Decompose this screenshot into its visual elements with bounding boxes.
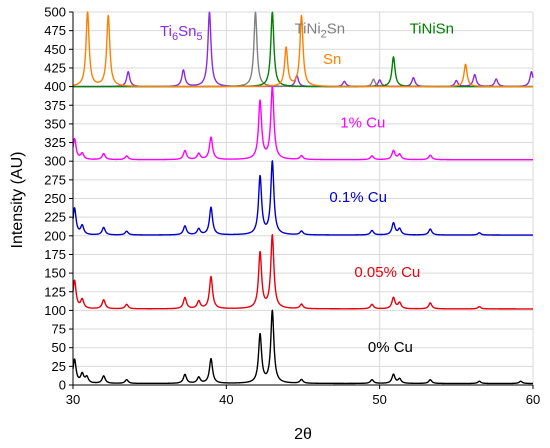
axes	[69, 11, 534, 389]
y-tick-label: 225	[44, 210, 66, 225]
y-tick-label: 125	[44, 284, 66, 299]
x-axis-title: 2θ	[294, 426, 312, 443]
x-tick-label: 50	[372, 392, 386, 407]
tick-labels: 0 25 50 75 100 125 150 175 200 225 250 275 300 325 350…	[44, 5, 540, 408]
annotation-1-cu: 1% Cu	[340, 115, 385, 132]
y-tick-label: 475	[44, 23, 66, 38]
series-line-0-05-cu	[72, 234, 534, 310]
series-line-sn	[72, 11, 534, 88]
annotation-0-cu: 0% Cu	[368, 339, 413, 356]
x-tick-label: 30	[66, 392, 80, 407]
y-tick-label: 450	[44, 42, 66, 57]
annotation-tini2sn: TiNi2Sn	[295, 21, 346, 41]
y-tick-label: 325	[44, 135, 66, 150]
y-tick-label: 400	[44, 79, 66, 94]
y-tick-label: 175	[44, 247, 66, 262]
y-tick-label: 200	[44, 228, 66, 243]
y-tick-label: 25	[52, 359, 66, 374]
y-axis-title: Intensity (AU)	[9, 152, 26, 249]
gridlines	[73, 11, 534, 385]
y-tick-label: 150	[44, 266, 66, 281]
series-line-0-cu	[72, 309, 534, 385]
annotation-tinisn: TiNiSn	[410, 21, 454, 38]
annotation-0-1-cu: 0.1% Cu	[329, 189, 387, 206]
x-tick-label: 40	[219, 392, 233, 407]
x-tick-label: 60	[526, 392, 540, 407]
y-tick-label: 0	[59, 378, 66, 393]
y-tick-label: 425	[44, 60, 66, 75]
y-tick-label: 250	[44, 191, 66, 206]
y-tick-label: 350	[44, 116, 66, 131]
y-tick-label: 50	[52, 340, 66, 355]
annotation-sn: Sn	[323, 51, 341, 68]
annotations: Ti6Sn5 TiNi2Sn TiNiSn Sn 1% Cu 0.1% Cu 0.05% C…	[160, 21, 454, 357]
annotation-ti6sn5: Ti6Sn5	[160, 23, 203, 43]
y-tick-label: 275	[44, 172, 66, 187]
y-tick-label: 75	[52, 322, 66, 337]
y-tick-label: 300	[44, 154, 66, 169]
y-tick-label: 100	[44, 303, 66, 318]
series-line-0-1-cu	[72, 160, 534, 236]
series-layer	[72, 11, 534, 385]
series-line-1-cu	[72, 85, 534, 161]
y-tick-label: 500	[44, 5, 66, 20]
y-tick-label: 375	[44, 98, 66, 113]
annotation-0-05-cu: 0.05% Cu	[354, 264, 420, 281]
